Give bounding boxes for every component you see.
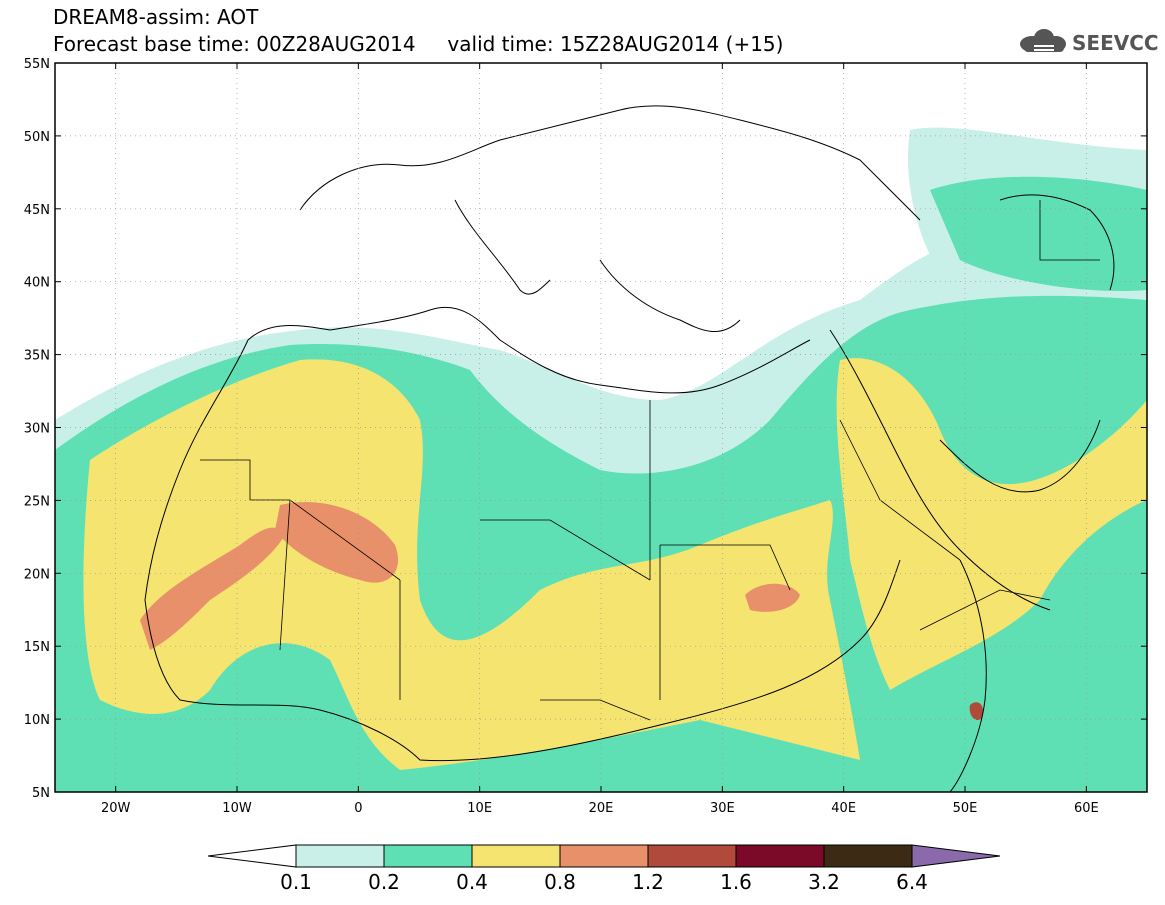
lon-label: 10E	[467, 801, 492, 816]
colorbar-swatch	[383, 844, 473, 868]
lat-label: 15N	[24, 640, 50, 655]
lat-label: 55N	[24, 57, 50, 72]
lat-label: 40N	[24, 276, 50, 291]
colorbar-level-label: 1.6	[720, 870, 752, 894]
aot-band-0.4-west	[83, 359, 860, 770]
lon-label: 40E	[831, 801, 856, 816]
colorbar-swatch	[823, 844, 913, 868]
lat-label: 35N	[24, 349, 50, 364]
colorbar-level-label: 0.4	[456, 870, 488, 894]
colorbar	[207, 844, 1001, 868]
colorbar-level-label: 3.2	[808, 870, 840, 894]
logo-text: SEEVCCC	[1072, 31, 1158, 55]
lat-label: 10N	[24, 713, 50, 728]
aot-band-0.8-mauritania	[140, 527, 285, 650]
colorbar-level-label: 0.2	[368, 870, 400, 894]
colorbar-swatch	[295, 844, 385, 868]
aot-band-0.4-arabia	[836, 358, 1147, 690]
aot-band-1.2-somalia	[969, 702, 984, 721]
colorbar-labels: 0.1 0.2 0.4 0.8 1.2 1.6 3.2 6.4	[280, 870, 928, 894]
lon-label: 50E	[953, 801, 978, 816]
colorbar-swatch	[471, 844, 561, 868]
time-info: Forecast base time: 00Z28AUG2014 valid t…	[53, 33, 783, 55]
map-frame	[54, 62, 1148, 793]
colorbar-swatch	[735, 844, 825, 868]
colorbar-level-label: 0.1	[280, 870, 312, 894]
colorbar-swatch	[559, 844, 649, 868]
colorbar-swatch	[647, 844, 737, 868]
coastlines	[144, 105, 1115, 792]
aot-band-0.8-sahara	[275, 501, 399, 583]
valid-time-label: valid time: 15Z28AUG2014 (+15)	[447, 32, 784, 56]
longitude-labels: 20W 10W 0 10E 20E 30E 40E 50E 60E	[101, 801, 1099, 816]
lat-label: 50N	[24, 130, 50, 145]
lon-label: 10W	[222, 801, 252, 816]
lon-label: 30E	[710, 801, 735, 816]
lon-label: 0	[354, 801, 362, 816]
lon-label: 20W	[101, 801, 131, 816]
colorbar-level-label: 1.2	[632, 870, 664, 894]
latitude-labels: 55N 50N 45N 40N 35N 30N 25N 20N 15N 10N 5N	[24, 57, 50, 801]
lat-label: 25N	[24, 494, 50, 509]
lon-label: 60E	[1074, 801, 1099, 816]
aot-band-0.2-ne	[930, 176, 1147, 291]
colorbar-low-arrow	[207, 844, 297, 868]
colorbar-level-label: 0.8	[544, 870, 576, 894]
map-title: DREAM8-assim: AOT	[53, 5, 259, 29]
lat-label: 30N	[24, 422, 50, 437]
aot-band-0.8-sudan	[745, 583, 800, 612]
cloud-icon	[1020, 29, 1066, 52]
seevccc-logo: SEEVCCC	[1018, 26, 1165, 56]
lon-label: 20E	[589, 801, 614, 816]
base-time-label: Forecast base time: 00Z28AUG2014	[53, 32, 416, 56]
colorbar-level-label: 6.4	[896, 870, 928, 894]
borders	[200, 200, 1100, 721]
lat-label: 5N	[32, 786, 50, 801]
colorbar-high-arrow	[911, 844, 1001, 868]
gridlines	[55, 62, 1147, 793]
lat-label: 20N	[24, 567, 50, 582]
lat-label: 45N	[24, 203, 50, 218]
